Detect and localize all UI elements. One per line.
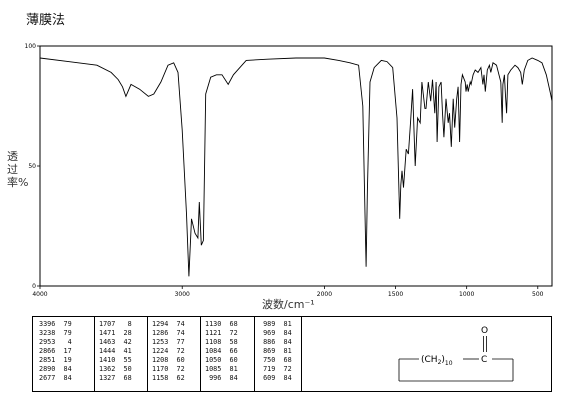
- y-tick-label: 0: [32, 283, 36, 290]
- peak-row: 1327 68: [99, 374, 132, 382]
- y-ticks: 0 50 100: [25, 43, 40, 290]
- peak-row: 1410 55: [99, 356, 132, 364]
- peak-column: 1294 74 1286 74 1253 77 1224 72 1208 60 1170 …: [152, 320, 185, 383]
- peak-column: 1130 68 1121 72 1108 58 1084 66 1050 60 1085 …: [205, 320, 238, 383]
- carbon-label: C: [481, 355, 487, 365]
- peak-table-divider: [254, 317, 255, 391]
- chemical-structure: (CH2)10 C O: [333, 317, 551, 391]
- peak-row: 996 84: [205, 374, 238, 382]
- peak-row: 1085 81: [205, 365, 238, 373]
- x-ticks: 4000 3000 2000 1500 1000 500: [32, 286, 544, 298]
- peak-row: 1084 66: [205, 347, 238, 355]
- peak-column: 1707 8 1471 28 1463 42 1444 41 1410 55 1362 5…: [99, 320, 132, 383]
- peak-row: 609 84: [259, 374, 292, 382]
- peak-row: 1471 28: [99, 329, 132, 337]
- plot-frame: [39, 45, 553, 287]
- oxygen-label: O: [481, 326, 488, 336]
- peak-column: 3396 79 3238 79 2953 4 2866 17 2851 19 2890 8…: [39, 320, 72, 383]
- peak-row: 869 81: [259, 347, 292, 355]
- peak-row: 1208 60: [152, 356, 185, 364]
- x-tick-label: 1000: [459, 291, 474, 298]
- y-tick-label: 100: [25, 43, 37, 50]
- chain-text: (CH2)10: [421, 355, 453, 367]
- peak-row: 1121 72: [205, 329, 238, 337]
- peak-row: 750 68: [259, 356, 292, 364]
- peak-row: 1294 74: [152, 320, 185, 328]
- x-tick-label: 500: [532, 291, 544, 298]
- peak-row: 969 84: [259, 329, 292, 337]
- peak-row: 3238 79: [39, 329, 72, 337]
- page-title: 薄膜法: [26, 13, 66, 28]
- peak-row: 3396 79: [39, 320, 72, 328]
- peak-row: 719 72: [259, 365, 292, 373]
- x-tick-label: 3000: [175, 291, 190, 298]
- peak-row: 1224 72: [152, 347, 185, 355]
- peak-row: 1286 74: [152, 329, 185, 337]
- x-tick-label: 4000: [32, 291, 47, 298]
- peak-table-divider: [94, 317, 95, 391]
- x-tick-label: 2000: [317, 291, 332, 298]
- structure-drawing: (CH2)10 C O: [398, 326, 514, 382]
- spectrum-line: [39, 57, 553, 277]
- peak-row: 2890 84: [39, 365, 72, 373]
- peak-table-divider: [147, 317, 148, 391]
- ir-spectrum-chart: 0 50 100 4000 3000 2000 1500 1000 500: [25, 43, 553, 298]
- peak-row: 2677 84: [39, 374, 72, 382]
- peak-row: 1463 42: [99, 338, 132, 346]
- peak-row: 886 84: [259, 338, 292, 346]
- peak-row: 2851 19: [39, 356, 72, 364]
- peak-row: 1170 72: [152, 365, 185, 373]
- peak-row: 989 81: [259, 320, 292, 328]
- peak-table-divider: [200, 317, 201, 391]
- peak-row: 2866 17: [39, 347, 72, 355]
- peak-table: 3396 79 3238 79 2953 4 2866 17 2851 19 2890 8…: [32, 316, 552, 392]
- peak-row: 1108 58: [205, 338, 238, 346]
- peak-row: 1362 50: [99, 365, 132, 373]
- x-axis-label: 波数/cm⁻¹: [262, 298, 315, 311]
- peak-row: 1130 68: [205, 320, 238, 328]
- peak-row: 1253 77: [152, 338, 185, 346]
- peak-row: 1444 41: [99, 347, 132, 355]
- peak-table-divider: [301, 317, 302, 391]
- y-tick-label: 50: [28, 163, 36, 170]
- peak-row: 1158 62: [152, 374, 185, 382]
- peak-row: 2953 4: [39, 338, 72, 346]
- x-tick-label: 1500: [388, 291, 403, 298]
- peak-row: 1050 60: [205, 356, 238, 364]
- peak-column: 989 81 969 84 886 84 869 81 750 68 719 7…: [259, 320, 292, 383]
- peak-row: 1707 8: [99, 320, 132, 328]
